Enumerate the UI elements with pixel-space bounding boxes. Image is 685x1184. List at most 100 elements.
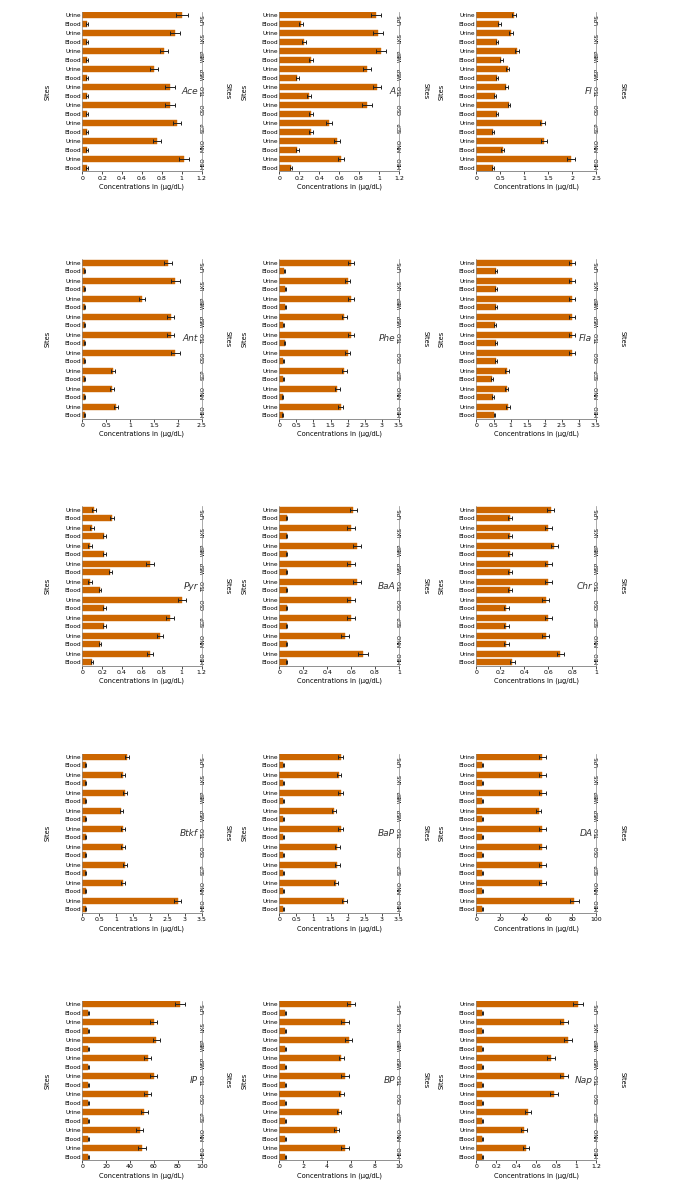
X-axis label: Concentrations in (μg/dL): Concentrations in (μg/dL)	[494, 925, 579, 932]
Bar	[82, 907, 86, 913]
Bar	[279, 623, 286, 629]
Bar	[82, 1109, 145, 1115]
Y-axis label: Sites: Sites	[225, 1073, 231, 1089]
Bar	[477, 332, 572, 337]
Bar	[82, 1092, 148, 1098]
Text: Fl: Fl	[585, 88, 593, 96]
Bar	[82, 368, 113, 374]
Bar	[279, 259, 351, 265]
Y-axis label: Sites: Sites	[225, 825, 231, 842]
Y-axis label: Sites: Sites	[438, 1073, 445, 1089]
Bar	[82, 1063, 88, 1069]
Bar	[82, 1045, 88, 1051]
Bar	[477, 147, 503, 153]
Bar	[82, 772, 123, 778]
Bar	[477, 835, 482, 841]
Bar	[477, 525, 548, 530]
Bar	[82, 103, 170, 109]
Text: DA: DA	[580, 829, 593, 838]
Bar	[477, 862, 543, 868]
Bar	[82, 852, 86, 858]
Bar	[279, 1109, 339, 1115]
Text: BP: BP	[384, 1076, 395, 1085]
Bar	[82, 1055, 148, 1061]
Text: Fla: Fla	[580, 334, 593, 343]
Bar	[477, 31, 511, 37]
Bar	[279, 368, 344, 374]
Bar	[477, 259, 572, 265]
Y-axis label: Sites: Sites	[241, 578, 247, 594]
Bar	[279, 633, 345, 639]
Bar	[477, 1109, 528, 1115]
Bar	[477, 507, 551, 513]
Bar	[477, 314, 572, 320]
X-axis label: Concentrations in (μg/dL): Concentrations in (μg/dL)	[297, 677, 382, 684]
Bar	[82, 57, 87, 63]
Bar	[82, 826, 123, 832]
Bar	[82, 404, 116, 410]
Bar	[477, 844, 543, 850]
Bar	[82, 156, 184, 162]
Bar	[82, 84, 170, 90]
Bar	[82, 75, 87, 81]
Bar	[477, 605, 506, 611]
Bar	[279, 1010, 286, 1016]
Y-axis label: Sites: Sites	[225, 330, 231, 347]
Bar	[477, 642, 506, 648]
Bar	[82, 561, 150, 567]
Bar	[477, 899, 575, 905]
Bar	[279, 1055, 341, 1061]
Bar	[477, 870, 482, 876]
Bar	[477, 404, 508, 410]
Bar	[82, 899, 178, 905]
Bar	[279, 907, 284, 913]
Y-axis label: Sites: Sites	[438, 825, 445, 842]
Bar	[82, 642, 100, 648]
Bar	[82, 809, 121, 815]
Bar	[279, 1028, 286, 1034]
Text: Ace: Ace	[182, 88, 198, 96]
Bar	[477, 790, 543, 796]
Bar	[82, 111, 87, 117]
Bar	[477, 515, 510, 521]
Bar	[82, 49, 164, 54]
Bar	[82, 888, 86, 894]
Y-axis label: Sites: Sites	[619, 578, 625, 594]
Bar	[279, 66, 367, 72]
Bar	[279, 899, 344, 905]
Bar	[279, 1100, 286, 1106]
Bar	[279, 57, 311, 63]
Bar	[279, 84, 377, 90]
Bar	[477, 579, 548, 585]
Bar	[477, 287, 496, 292]
Bar	[82, 412, 84, 418]
Y-axis label: Sites: Sites	[241, 83, 247, 99]
Bar	[477, 340, 496, 346]
Bar	[82, 570, 110, 575]
Bar	[82, 13, 182, 19]
Y-axis label: Sites: Sites	[241, 330, 247, 347]
Bar	[477, 552, 510, 558]
Bar	[82, 862, 125, 868]
Bar	[279, 268, 284, 274]
Bar	[279, 659, 286, 665]
Bar	[477, 121, 543, 127]
Bar	[279, 20, 301, 27]
Bar	[279, 31, 378, 37]
Bar	[279, 1135, 286, 1141]
Bar	[82, 349, 175, 355]
Bar	[82, 844, 123, 850]
Bar	[279, 817, 284, 823]
Bar	[477, 103, 509, 109]
Y-axis label: Sites: Sites	[422, 1073, 428, 1089]
X-axis label: Concentrations in (μg/dL): Concentrations in (μg/dL)	[494, 184, 579, 189]
Bar	[477, 1063, 482, 1069]
Y-axis label: Sites: Sites	[45, 83, 50, 99]
Bar	[82, 1074, 154, 1080]
Bar	[279, 533, 286, 539]
Bar	[82, 533, 104, 539]
Bar	[477, 1028, 482, 1034]
Bar	[82, 525, 92, 530]
Bar	[82, 92, 87, 98]
Y-axis label: Sites: Sites	[619, 825, 625, 842]
